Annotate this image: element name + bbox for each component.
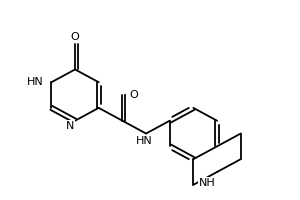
Text: HN: HN xyxy=(136,136,152,146)
Text: NH: NH xyxy=(199,178,216,188)
Text: N: N xyxy=(66,121,74,131)
Text: O: O xyxy=(71,32,80,42)
Text: HN: HN xyxy=(27,77,44,87)
Text: O: O xyxy=(129,90,138,100)
